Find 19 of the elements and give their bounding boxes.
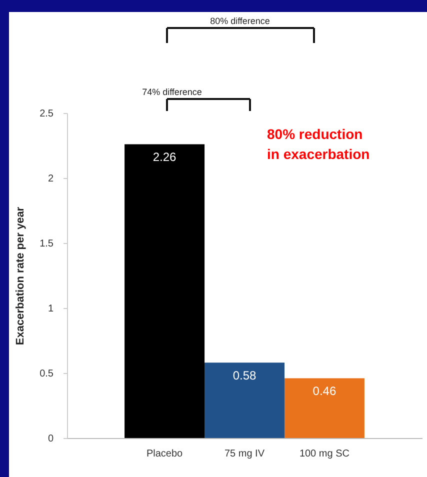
annotation: 80% reduction in exacerbation [267, 126, 370, 162]
y-tick-label: 0 [48, 434, 54, 444]
y-tick-label: 0.5 [40, 368, 54, 380]
y-tick-label: 2 [48, 174, 54, 184]
y-tick-label: 2.5 [40, 108, 54, 120]
y-tick-label: 1 [48, 304, 54, 314]
y-tick-label: 1.5 [40, 238, 54, 250]
x-tick-label: Placebo [146, 448, 184, 460]
y-axis-title: Exacerbation rate per year [14, 206, 27, 346]
data-label: 0.58 [232, 368, 256, 383]
bar [284, 378, 364, 438]
x-tick-label: 100 mg SC [299, 448, 350, 460]
text: 80% difference [210, 16, 270, 26]
data-label: 2.26 [152, 150, 177, 164]
bar [204, 362, 284, 438]
bar [124, 144, 205, 438]
text: 74% difference [142, 87, 202, 97]
x-tick-label: 75 mg IV [224, 448, 265, 460]
data-label: 0.46 [312, 384, 336, 398]
